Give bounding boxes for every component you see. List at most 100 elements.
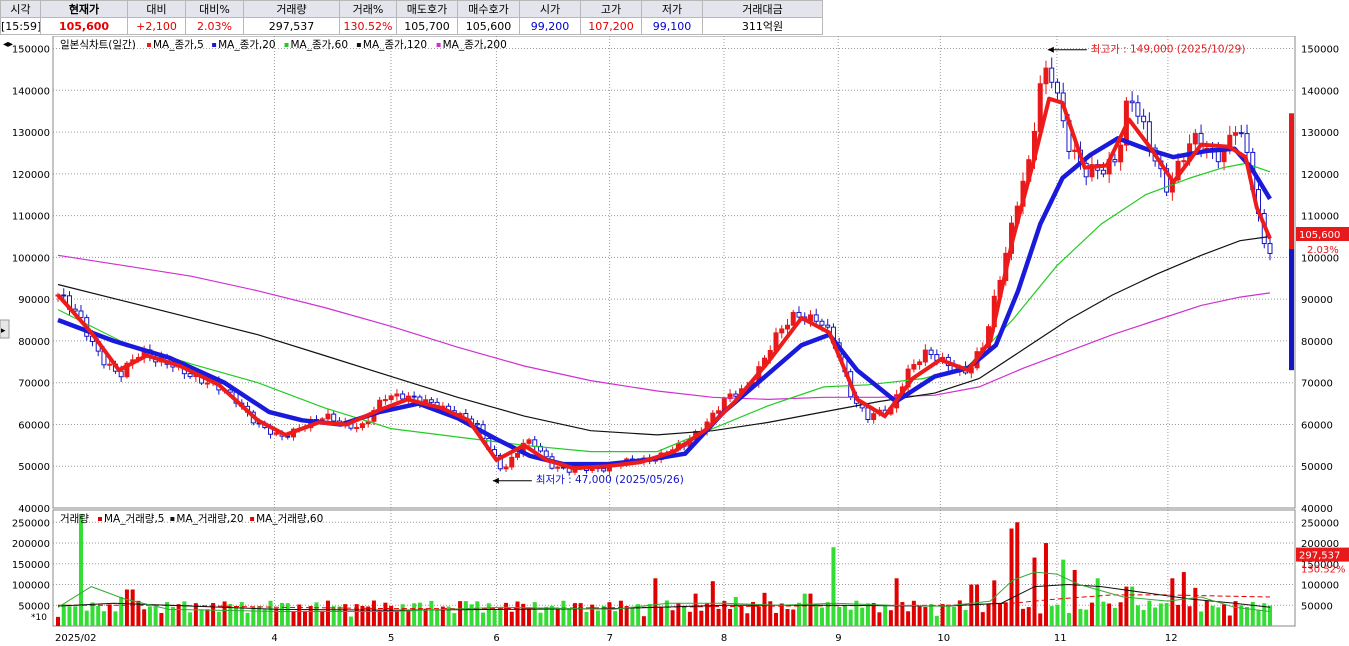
volume-bar <box>1147 600 1152 626</box>
volume-bar <box>101 611 106 626</box>
legend-swatch <box>147 43 151 47</box>
candle-body <box>526 439 532 444</box>
volume-bar <box>957 600 962 626</box>
volume-bar <box>1222 604 1227 626</box>
candle-body <box>543 450 549 458</box>
legend-label: MA_거래량,5 <box>104 513 165 525</box>
volume-pct: 130.52% <box>1301 565 1346 576</box>
price-tick-left: 100000 <box>12 253 50 264</box>
volume-bar <box>831 547 836 626</box>
legend-swatch <box>170 517 175 521</box>
candle-body <box>359 423 365 428</box>
candle-body <box>555 466 561 469</box>
price-tick-left: 140000 <box>12 86 50 97</box>
volume-bar <box>423 608 428 626</box>
volume-bar <box>1216 607 1221 626</box>
quote-header-row: 시각 현재가 대비 대비% 거래량 거래% 매도호가 매수호가 시가 고가 저가… <box>0 0 823 18</box>
volume-bar <box>331 606 336 626</box>
volume-bar <box>147 606 152 626</box>
volume-bar <box>383 602 388 626</box>
price-tick-left: 50000 <box>18 462 50 473</box>
volume-bar <box>136 600 141 626</box>
volume-bar <box>257 606 262 626</box>
volume-bar <box>159 612 164 626</box>
candle-body <box>1043 67 1049 85</box>
volume-bar <box>1176 604 1181 626</box>
candle-body <box>727 393 733 400</box>
candle-body <box>474 422 480 426</box>
candle-body <box>779 328 785 334</box>
candle-body <box>388 395 394 401</box>
volume-bar <box>1101 601 1106 626</box>
volume-bar <box>193 603 198 626</box>
volume-bar <box>1009 528 1014 626</box>
volume-bar <box>986 604 991 626</box>
volume-bar <box>90 602 95 626</box>
low-arrow-icon <box>492 477 499 484</box>
volume-bar <box>601 606 606 626</box>
volume-bar <box>78 514 83 626</box>
price-tick-left: 130000 <box>12 128 50 139</box>
side-handle[interactable] <box>0 319 10 339</box>
candle-body <box>428 399 434 403</box>
candle-body <box>1049 67 1055 83</box>
volume-bar <box>1021 608 1026 626</box>
volume-tick-right: 200000 <box>1301 539 1339 550</box>
side-arrow-icon[interactable]: ▸ <box>1 326 6 336</box>
volume-bar <box>595 610 600 626</box>
volume-bar <box>389 605 394 626</box>
quote-value-row: [15:59] 105,600 +2,100 2.03% 297,537 130… <box>0 17 823 35</box>
candle-body <box>1135 102 1141 117</box>
header-volume: 거래량 <box>243 0 340 18</box>
volume-bar <box>446 606 451 626</box>
price-tick-right: 60000 <box>1301 420 1333 431</box>
volume-bar <box>1256 609 1261 626</box>
volume-bar <box>1233 601 1238 626</box>
volume-chart-title: 거래량 <box>60 513 89 525</box>
volume-bar <box>1118 602 1123 626</box>
volume-bar <box>458 601 463 626</box>
volume-bar <box>1124 586 1129 626</box>
legend-label: MA_종가,200 <box>443 39 507 51</box>
candle-body <box>1054 81 1060 94</box>
volume-bar <box>653 578 658 626</box>
candle-body <box>1192 133 1198 145</box>
volume-bar <box>980 612 985 626</box>
candle-body <box>1181 160 1187 163</box>
candle-body <box>78 310 84 319</box>
volume-bar <box>963 610 968 626</box>
volume-bar <box>228 603 233 626</box>
volume-bar <box>906 611 911 626</box>
candle-body <box>331 413 337 422</box>
volume-bar <box>659 606 664 626</box>
candle-body <box>716 410 722 414</box>
volume-bar <box>521 603 526 626</box>
scroll-arrows-icon[interactable]: ◂▸ <box>3 39 13 50</box>
candle-body <box>107 363 113 366</box>
price-tick-right: 110000 <box>1301 212 1339 223</box>
volume-bar <box>205 609 210 626</box>
volume-bar <box>61 604 66 626</box>
volume-tick-right: 150000 <box>1301 560 1339 571</box>
candle-body <box>917 361 923 366</box>
volume-bar <box>1055 604 1060 626</box>
volume-bar <box>302 610 307 626</box>
candle-body <box>1244 133 1250 153</box>
volume-bar <box>222 601 227 626</box>
candle-body <box>509 456 515 468</box>
price-legend-items: MA_종가,5 MA_종가,20 MA_종가,60 MA_종가,120 MA_종가,20… <box>147 39 507 51</box>
volume-bar <box>280 602 285 626</box>
volume-bar <box>837 606 842 626</box>
ma200-line <box>57 254 1271 401</box>
volume-bar <box>1043 543 1048 626</box>
value-ask: 105,700 <box>396 17 458 35</box>
volume-bar <box>779 603 784 626</box>
price-tick-left: 60000 <box>18 420 50 431</box>
price-tick-right: 80000 <box>1301 337 1333 348</box>
volume-bar <box>1135 605 1140 626</box>
price-tick-left: 110000 <box>12 212 50 223</box>
chart-area[interactable]: 40000 40000 50000 50000 60000 60000 70000 70000… <box>0 36 1349 646</box>
volume-bar <box>699 610 704 626</box>
header-ask: 매도호가 <box>396 0 458 18</box>
